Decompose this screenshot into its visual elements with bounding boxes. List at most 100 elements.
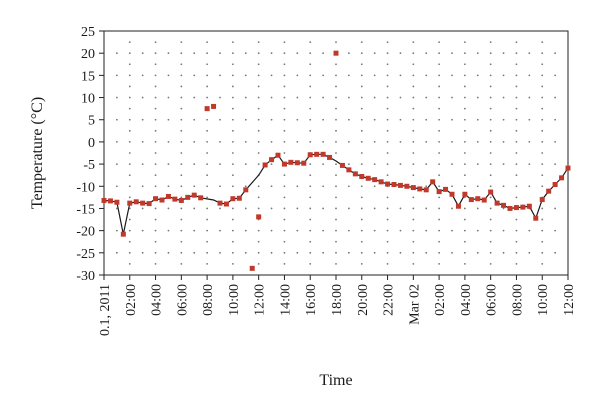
x-tick-label: 14:00 bbox=[278, 284, 293, 316]
grid bbox=[115, 41, 557, 265]
grid-dot bbox=[438, 129, 441, 132]
grid-dot bbox=[154, 96, 157, 99]
x-tick-label: 18:00 bbox=[330, 284, 345, 316]
grid-dot bbox=[360, 263, 363, 265]
grid-dot bbox=[541, 240, 544, 243]
grid-dot bbox=[425, 52, 428, 55]
grid-dot bbox=[438, 96, 441, 99]
data-point bbox=[211, 103, 217, 109]
grid-dot bbox=[270, 185, 273, 188]
grid-dot bbox=[451, 251, 453, 254]
x-tick-label: 06:00 bbox=[175, 284, 190, 316]
x-tick-label: 04:00 bbox=[150, 284, 165, 316]
x-tick-label: Mar 02 bbox=[407, 284, 422, 325]
grid-dot bbox=[115, 163, 118, 165]
grid-dot bbox=[463, 107, 466, 110]
grid-dot bbox=[347, 96, 350, 99]
grid-dot bbox=[451, 207, 453, 210]
data-point bbox=[513, 205, 519, 211]
grid-dot bbox=[180, 251, 183, 254]
grid-dot bbox=[438, 251, 441, 254]
grid-dot bbox=[399, 118, 402, 121]
grid-dot bbox=[231, 118, 234, 121]
grid-dot bbox=[193, 118, 196, 121]
grid-dot bbox=[489, 118, 492, 121]
grid-dot bbox=[154, 163, 157, 165]
grid-dot bbox=[180, 129, 183, 132]
grid-dot bbox=[283, 251, 286, 254]
grid-dot bbox=[373, 163, 376, 165]
data-point bbox=[294, 160, 300, 166]
grid-dot bbox=[154, 174, 157, 177]
grid-dot bbox=[438, 118, 441, 121]
grid-dot bbox=[438, 174, 441, 177]
grid-dot bbox=[386, 163, 389, 165]
grid-dot bbox=[141, 74, 144, 77]
grid-dot bbox=[489, 163, 492, 165]
grid-dot bbox=[154, 218, 157, 221]
grid-dot bbox=[335, 163, 337, 165]
grid-dot bbox=[270, 96, 273, 99]
grid-dot bbox=[451, 52, 453, 55]
grid-dot bbox=[541, 107, 544, 110]
grid-dot bbox=[425, 163, 428, 165]
grid-dot bbox=[515, 74, 518, 77]
grid-dot bbox=[554, 229, 557, 232]
grid-dot bbox=[463, 85, 466, 88]
grid-dot bbox=[231, 41, 234, 43]
grid-dot bbox=[335, 41, 337, 43]
grid-dot bbox=[438, 207, 441, 210]
grid-dot bbox=[476, 229, 479, 232]
grid-dot bbox=[180, 163, 183, 165]
grid-dot bbox=[115, 185, 118, 188]
data-point bbox=[391, 181, 397, 187]
data-point bbox=[455, 203, 461, 209]
grid-dot bbox=[322, 229, 325, 232]
grid-dot bbox=[335, 229, 337, 232]
data-point bbox=[133, 199, 139, 205]
grid-dot bbox=[489, 185, 492, 188]
grid-dot bbox=[335, 118, 337, 121]
grid-dot bbox=[515, 251, 518, 254]
grid-dot bbox=[335, 63, 337, 66]
grid-dot bbox=[425, 74, 428, 77]
grid-dot bbox=[180, 152, 183, 154]
grid-dot bbox=[386, 85, 389, 88]
data-point bbox=[494, 200, 500, 206]
data-point bbox=[404, 183, 410, 189]
grid-dot bbox=[231, 107, 234, 110]
x-tick-label: 10:00 bbox=[536, 284, 551, 316]
data-point bbox=[372, 177, 378, 183]
grid-dot bbox=[489, 152, 492, 154]
grid-dot bbox=[541, 41, 544, 43]
grid-dot bbox=[438, 229, 441, 232]
grid-dot bbox=[309, 163, 312, 165]
grid-dot bbox=[128, 96, 131, 99]
grid-dot bbox=[541, 229, 544, 232]
grid-dot bbox=[386, 251, 389, 254]
grid-dot bbox=[219, 118, 221, 121]
grid-dot bbox=[451, 141, 453, 143]
grid-dot bbox=[554, 96, 557, 99]
data-point bbox=[269, 157, 275, 163]
grid-dot bbox=[128, 229, 131, 232]
grid-dot bbox=[309, 63, 312, 66]
grid-dot bbox=[193, 207, 196, 210]
y-tick-label: 10 bbox=[81, 92, 95, 107]
grid-dot bbox=[128, 185, 131, 188]
grid-dot bbox=[180, 41, 183, 43]
grid-dot bbox=[244, 251, 247, 254]
grid-dot bbox=[373, 251, 376, 254]
grid-dot bbox=[386, 229, 389, 232]
grid-dot bbox=[231, 63, 234, 66]
grid-dot bbox=[167, 229, 170, 232]
grid-dot bbox=[476, 96, 479, 99]
grid-dot bbox=[219, 163, 221, 165]
grid-dot bbox=[167, 96, 170, 99]
grid-dot bbox=[347, 74, 350, 77]
grid-dot bbox=[502, 118, 505, 121]
grid-dot bbox=[257, 263, 260, 265]
grid-dot bbox=[528, 229, 531, 232]
grid-dot bbox=[373, 74, 376, 77]
grid-dot bbox=[347, 251, 350, 254]
